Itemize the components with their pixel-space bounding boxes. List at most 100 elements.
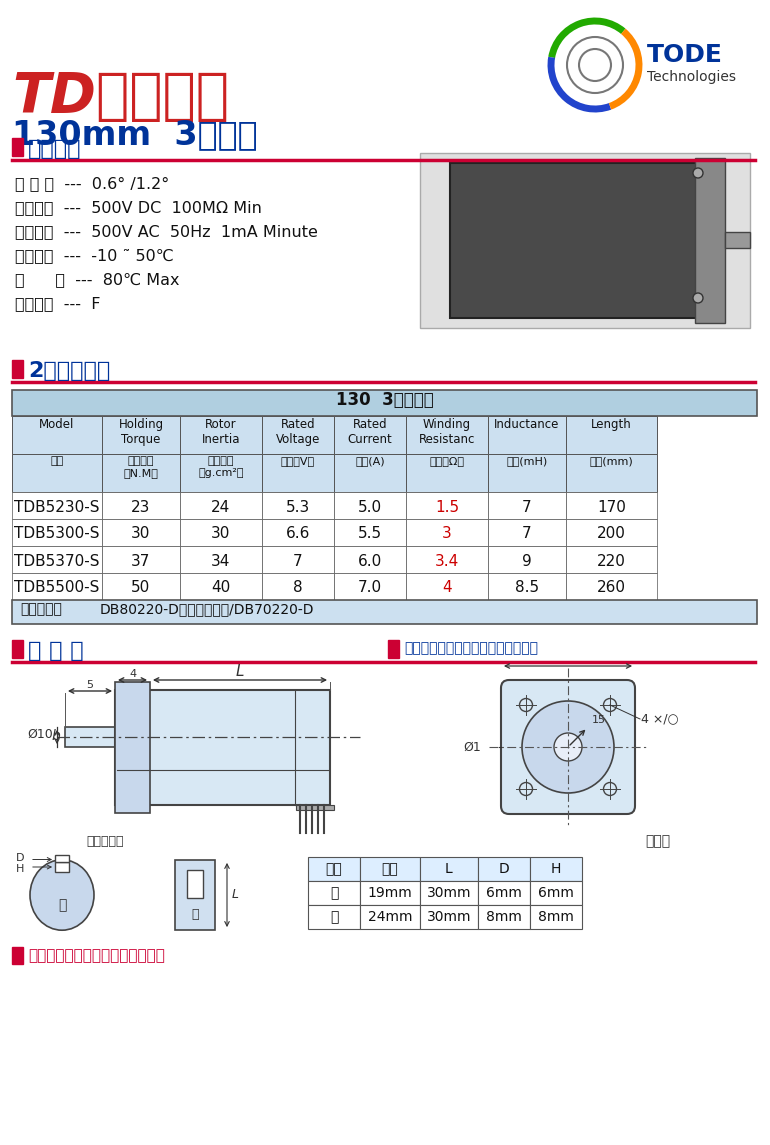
Bar [334,455,406,492]
Text: Winding
Resistanc: Winding Resistanc [419,418,475,447]
Bar [488,519,566,546]
Bar [334,572,406,600]
Bar [334,546,406,572]
Bar [388,640,399,658]
Bar [420,881,478,905]
Bar [308,856,360,881]
Text: 5.5: 5.5 [358,527,382,542]
Text: 6.6: 6.6 [286,527,310,542]
Bar [488,572,566,600]
Bar [478,856,530,881]
Text: 8.5: 8.5 [515,581,539,595]
Circle shape [693,168,703,177]
Text: 260: 260 [597,581,626,595]
Bar [12,640,23,658]
Bar [102,455,180,492]
Bar [12,519,102,546]
Text: 3.4: 3.4 [435,553,459,569]
Bar [262,519,334,546]
Text: 30: 30 [132,527,151,542]
Text: 電阻（Ω）: 電阻（Ω） [430,456,464,466]
Bar [566,519,657,546]
Text: DB80220-D（主選型号）/DB70220-D: DB80220-D（主選型号）/DB70220-D [100,602,314,616]
Text: 7: 7 [522,527,532,542]
Text: 1.5: 1.5 [435,499,459,514]
Circle shape [554,733,582,761]
Bar [334,519,406,546]
Text: Model: Model [39,418,75,431]
Text: b: b [52,729,60,743]
Bar [102,492,180,519]
Bar [695,158,725,323]
Text: 30mm: 30mm [427,910,471,924]
Text: 24: 24 [212,499,231,514]
Bar [12,546,102,572]
Bar [488,416,566,455]
Text: 24mm: 24mm [368,910,412,924]
Text: Inductance: Inductance [494,418,560,431]
Text: L: L [445,862,453,876]
Text: 4 ×/○: 4 ×/○ [641,712,678,726]
Bar [296,805,334,810]
Text: 步 距 角  ---  0.6° /1.2°: 步 距 角 --- 0.6° /1.2° [15,176,169,191]
Text: Rotor
Inertia: Rotor Inertia [202,418,240,447]
Text: 40: 40 [212,581,231,595]
Text: 電感(mH): 電感(mH) [507,456,547,466]
Bar [65,727,115,747]
Text: 適配驅動器: 適配驅動器 [20,602,62,616]
Bar [488,546,566,572]
Bar [406,455,488,492]
Text: 軸徑: 軸徑 [382,862,398,876]
Bar [406,416,488,455]
Bar [180,416,262,455]
Text: 絕緣強度  ---  500V AC  50Hz  1mA Minute: 絕緣強度 --- 500V AC 50Hz 1mA Minute [15,224,318,239]
Bar [12,455,102,492]
Bar [102,416,180,455]
Bar [262,546,334,572]
Text: 5: 5 [86,680,93,690]
Text: Rated
Current: Rated Current [347,418,393,447]
Bar [530,905,582,929]
Text: 34: 34 [211,553,231,569]
Bar [334,492,406,519]
Text: TODE: TODE [647,44,723,68]
Bar [566,416,657,455]
Text: 軸: 軸 [58,898,66,913]
Bar [175,860,215,930]
Bar [115,682,150,813]
Bar [450,163,700,318]
Text: L: L [232,889,239,901]
Text: 130  3相步电机: 130 3相步电机 [336,390,434,409]
Bar [360,881,420,905]
Text: 絕緣等級  ---  F: 絕緣等級 --- F [15,297,101,311]
Bar [12,139,23,156]
Text: 規格: 規格 [326,862,343,876]
Text: 保持力矩
（N.M）: 保持力矩 （N.M） [123,456,159,477]
Text: 6mm: 6mm [486,886,522,900]
Bar [55,855,69,862]
Text: 5.3: 5.3 [286,499,310,514]
Text: 8mm: 8mm [486,910,522,924]
Bar [420,856,478,881]
Bar [180,546,262,572]
Text: 7: 7 [522,499,532,514]
Bar [406,572,488,600]
Text: 30: 30 [211,527,231,542]
Bar [180,519,262,546]
Bar [530,881,582,905]
Text: 帶鍵槽形式: 帶鍵槽形式 [86,835,124,848]
Text: 如需特殊規格請與拓達及經銷商聯絡: 如需特殊規格請與拓達及經銷商聯絡 [404,641,538,655]
Text: Ø1: Ø1 [464,741,481,753]
Bar [12,947,23,964]
Bar [102,519,180,546]
Bar [102,546,180,572]
Bar [12,492,102,519]
Text: 7: 7 [293,553,303,569]
Bar [566,572,657,600]
Text: TD系列步進: TD系列步進 [12,70,229,124]
Text: 9: 9 [522,553,532,569]
Text: 尺 寸 圖: 尺 寸 圖 [28,641,84,661]
Text: D: D [499,862,510,876]
Text: 4: 4 [442,581,452,595]
Text: L: L [236,664,244,679]
